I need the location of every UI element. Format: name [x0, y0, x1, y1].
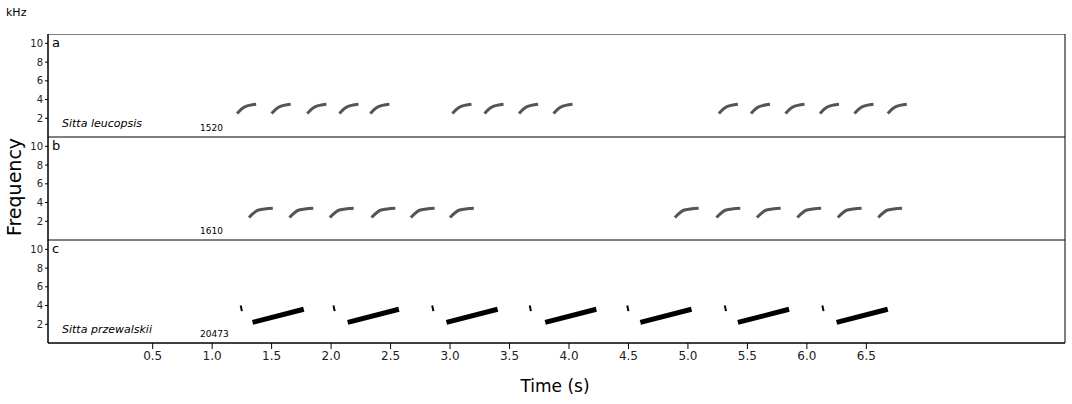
svg-text:2: 2 — [37, 113, 43, 124]
svg-text:8: 8 — [37, 263, 43, 274]
svg-text:4: 4 — [37, 197, 43, 208]
html-text:1610: 1610 — [200, 226, 223, 236]
html-text:kHz: kHz — [6, 6, 27, 19]
svg-text:5.5: 5.5 — [738, 349, 757, 363]
html-text:a: a — [52, 35, 60, 50]
svg-text:6.5: 6.5 — [857, 349, 876, 363]
svg-text:5.0: 5.0 — [678, 349, 697, 363]
svg-text:8: 8 — [37, 57, 43, 68]
svg-text:2: 2 — [37, 319, 43, 330]
svg-text:10: 10 — [30, 38, 43, 49]
html-text:Frequency: Frequency — [3, 137, 25, 237]
svg-text:2: 2 — [37, 216, 43, 227]
svg-text:3.0: 3.0 — [440, 349, 459, 363]
svg-text:2.5: 2.5 — [381, 349, 400, 363]
svg-text:4: 4 — [37, 300, 43, 311]
svg-text:4.5: 4.5 — [619, 349, 638, 363]
svg-text:4: 4 — [37, 94, 43, 105]
svg-text:6: 6 — [37, 75, 43, 86]
html-text:c: c — [52, 241, 60, 256]
html-text:Sitta przewalskii: Sitta przewalskii — [62, 323, 152, 336]
html-text:b: b — [52, 138, 61, 153]
svg-text:10: 10 — [30, 244, 43, 255]
svg-text:10: 10 — [30, 141, 43, 152]
svg-text:6.0: 6.0 — [797, 349, 816, 363]
svg-text:8: 8 — [37, 160, 43, 171]
svg-text:4.0: 4.0 — [559, 349, 578, 363]
svg-text:3.5: 3.5 — [500, 349, 519, 363]
html-text:Time (s): Time (s) — [520, 376, 590, 396]
html-text:Sitta leucopsis: Sitta leucopsis — [62, 117, 142, 130]
svg-text:6: 6 — [37, 281, 43, 292]
html-text:1520: 1520 — [200, 123, 223, 133]
svg-text:6: 6 — [37, 178, 43, 189]
html-text:20473: 20473 — [200, 329, 229, 339]
svg-text:1.5: 1.5 — [262, 349, 281, 363]
svg-text:0.5: 0.5 — [143, 349, 162, 363]
svg-text:2.0: 2.0 — [322, 349, 341, 363]
svg-text:1.0: 1.0 — [203, 349, 222, 363]
